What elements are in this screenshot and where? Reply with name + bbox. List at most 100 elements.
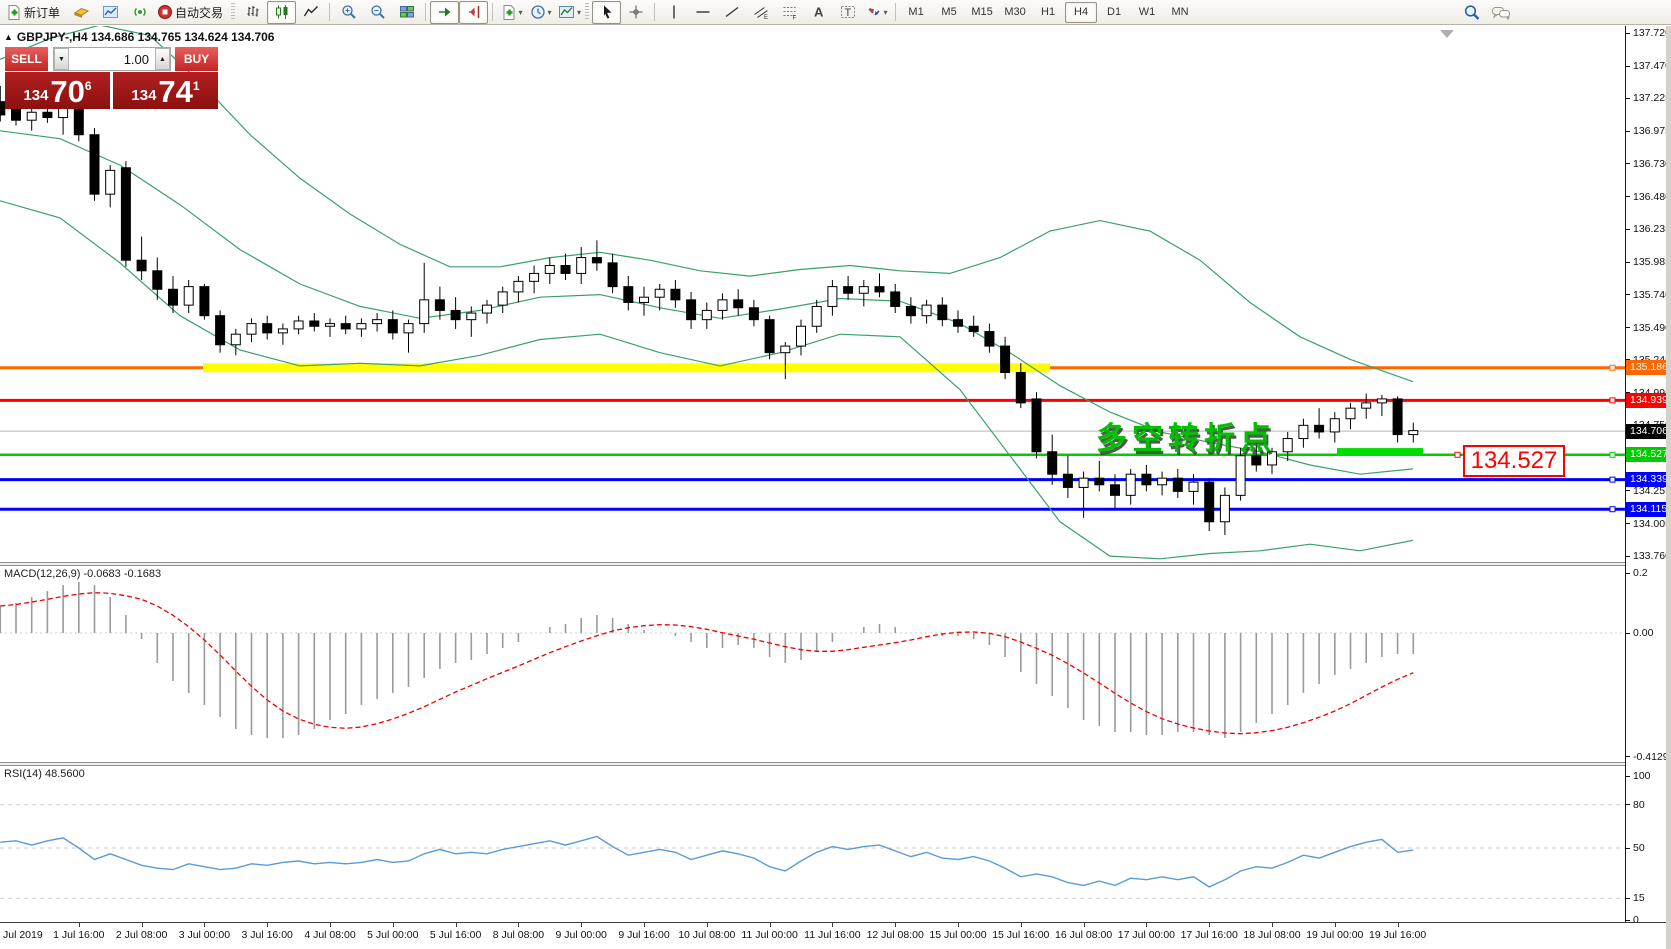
horizontal-line-button[interactable] (688, 1, 717, 24)
collapse-arrow-icon: ▲ (4, 32, 13, 42)
tab-timeframe-m30[interactable]: M30 (1004, 6, 1026, 18)
current-price-tag: 134.706 (1626, 423, 1668, 439)
text-label-icon: T (840, 4, 856, 20)
date-tick (1209, 923, 1211, 927)
volume-down-button[interactable]: ▼ (54, 48, 69, 70)
chart-annotation-text: 多空转折点 (1096, 421, 1276, 456)
date-label: 9 Jul 00:00 (555, 929, 607, 941)
tab-timeframe-h4[interactable]: H4 (1065, 1, 1098, 23)
main-chart-canvas[interactable] (0, 26, 1625, 562)
mailbox-button[interactable] (67, 1, 96, 24)
volume-up-button[interactable]: ▲ (155, 48, 170, 70)
toolbar: 新订单 自动交易 ▾ ▾ ▾ E F A T ▾ (0, 0, 1671, 25)
buy-price-pips: 74 (158, 74, 193, 109)
date-label: 11 Jul 16:00 (804, 929, 861, 941)
date-tick (204, 923, 206, 927)
macd-tick-label: 0.2 (1633, 567, 1648, 579)
channel-button[interactable]: E (746, 1, 775, 24)
price-tick-label: 136.480 (1633, 190, 1671, 203)
new-order-button[interactable]: 新订单 (3, 1, 67, 24)
line-chart-button[interactable] (296, 1, 325, 24)
tab-timeframe-w1[interactable]: W1 (1138, 6, 1156, 18)
new-order-label: 新订单 (24, 5, 61, 20)
chat-button[interactable] (1486, 1, 1515, 24)
signals-button[interactable] (125, 1, 154, 24)
mailbox-icon (73, 4, 90, 20)
tab-timeframe-m1[interactable]: M1 (908, 6, 924, 18)
date-label: 18 Jul 08:00 (1243, 929, 1301, 941)
price-tick-label: 135.740 (1633, 288, 1671, 301)
sell-price-button[interactable]: 134 70 6 (5, 72, 110, 109)
tile-windows-button[interactable] (392, 1, 421, 24)
chart-shift-button[interactable] (459, 0, 489, 24)
price-tick-label: 137.225 (1633, 92, 1671, 105)
bar-chart-button[interactable] (238, 1, 267, 24)
zoom-in-icon (341, 4, 357, 20)
autotrading-icon (157, 4, 173, 20)
date-label: 3 Jul 00:00 (178, 929, 231, 941)
axis-tick (1626, 919, 1630, 921)
search-icon (1463, 4, 1481, 21)
date-tick (330, 923, 331, 927)
crosshair-button[interactable] (621, 1, 650, 24)
price-level-tag: 135.186 (1626, 360, 1668, 376)
panel-divider[interactable] (0, 762, 1671, 766)
date-label: 10 Jul 08:00 (678, 929, 736, 941)
price-tick-label: 133.760 (1633, 550, 1671, 563)
text-button[interactable]: A (804, 1, 833, 24)
date-tick (78, 923, 80, 927)
auto-scroll-icon (437, 4, 453, 20)
sell-button[interactable]: SELL (5, 47, 48, 71)
tab-timeframe-h1[interactable]: H1 (1041, 6, 1056, 18)
arrows-icon (866, 4, 882, 20)
search-button[interactable] (1457, 1, 1486, 24)
candlestick-chart-icon (274, 4, 290, 20)
text-icon: A (812, 4, 826, 20)
date-tick (958, 923, 959, 927)
zoom-in-button[interactable] (334, 1, 363, 24)
date-label: 2 Jul 08:00 (115, 929, 168, 941)
cursor-button[interactable] (592, 0, 622, 24)
periods-button[interactable]: ▾ (526, 1, 555, 24)
date-tick (1334, 923, 1336, 927)
toolbar-separator (329, 3, 331, 21)
macd-tick-label: -0.4129 (1633, 750, 1669, 763)
buy-price-button[interactable]: 134 74 1 (113, 72, 218, 109)
cursor-icon (599, 4, 615, 20)
date-label: 8 Jul 08:00 (492, 929, 545, 941)
trendline-button[interactable] (717, 1, 746, 24)
templates-button[interactable]: ▾ (555, 1, 584, 24)
date-axis[interactable]: Jul 2019 1 Jul 16:00 2 Jul 08:00 3 Jul 00:0… (0, 922, 1666, 949)
text-label-button[interactable]: T (833, 1, 862, 24)
market-watch-icon (102, 4, 119, 20)
rsi-canvas[interactable] (0, 766, 1625, 922)
price-axis[interactable]: 137.720 137.470 137.225 136.975 136.730 136.4… (1625, 26, 1671, 926)
vertical-line-button[interactable] (659, 1, 688, 24)
date-label: 11 Jul 00:00 (741, 929, 798, 941)
macd-label: MACD(12,26,9) -0.0683 -0.1683 (4, 568, 162, 580)
buy-button[interactable]: BUY (175, 47, 218, 71)
tab-timeframe-mn[interactable]: MN (1171, 6, 1189, 18)
macd-canvas[interactable] (0, 566, 1625, 762)
axis-tick (1626, 572, 1630, 574)
volume-input[interactable] (69, 48, 155, 70)
tab-timeframe-m15[interactable]: M15 (971, 6, 993, 18)
indicators-icon (501, 4, 517, 20)
zoom-out-button[interactable] (363, 1, 392, 24)
toolbar-grip (231, 3, 236, 21)
axis-tick (1626, 228, 1630, 230)
price-tick-label: 136.235 (1633, 223, 1671, 236)
tab-timeframe-m5[interactable]: M5 (941, 6, 957, 18)
arrows-button[interactable]: ▾ (862, 1, 891, 24)
date-label: 15 Jul 16:00 (992, 929, 1050, 941)
market-watch-button[interactable] (96, 1, 125, 24)
tab-timeframe-d1[interactable]: D1 (1107, 6, 1122, 18)
candlestick-chart-button[interactable] (267, 0, 297, 24)
panel-divider[interactable] (0, 562, 1671, 566)
indicators-button[interactable]: ▾ (497, 1, 526, 24)
auto-scroll-button[interactable] (430, 0, 460, 24)
date-tick (267, 923, 269, 927)
axis-tick (1626, 555, 1630, 557)
fibonacci-button[interactable]: F (775, 1, 804, 24)
autotrading-button[interactable]: 自动交易 (154, 1, 230, 24)
